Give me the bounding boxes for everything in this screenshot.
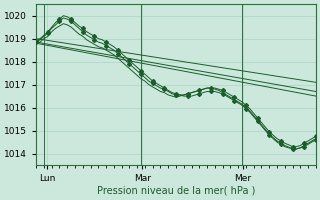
- X-axis label: Pression niveau de la mer( hPa ): Pression niveau de la mer( hPa ): [97, 186, 255, 196]
